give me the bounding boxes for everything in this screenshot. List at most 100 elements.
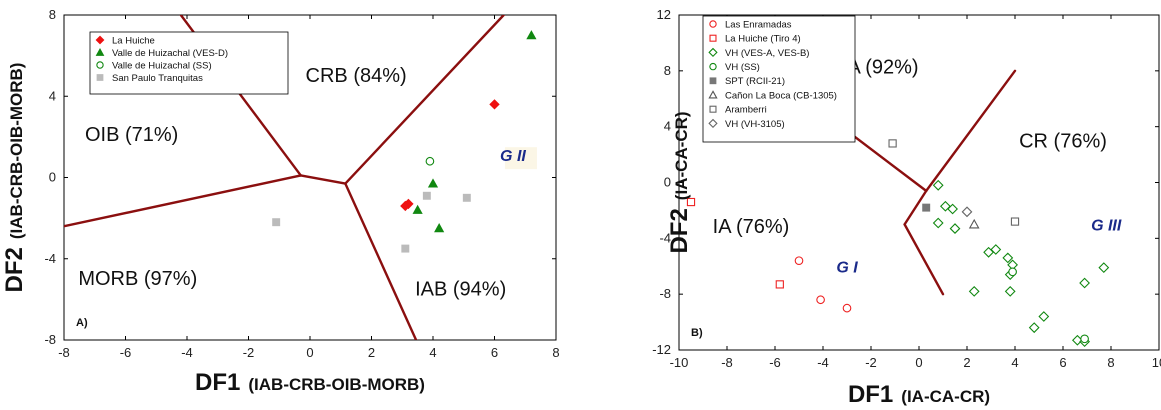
y-axis-label: DF2 (IA-CA-CR) <box>666 111 693 253</box>
x-tick-label: 10 <box>1152 355 1161 370</box>
y-axis-label-main: DF2 <box>666 208 693 253</box>
x-axis-label-sub: (IAB-CRB-OIB-MORB) <box>248 375 425 394</box>
data-point <box>888 139 897 148</box>
data-point <box>434 223 445 233</box>
data-point <box>947 203 958 215</box>
legend-label: Aramberri <box>725 105 767 116</box>
group-label: G I <box>836 259 858 276</box>
data-point <box>949 223 961 234</box>
legend: Las Enramadas La Huiche (Tiro 4) VH (VES-A… <box>702 15 856 143</box>
region-label: MORB (97%) <box>78 268 197 290</box>
series-valle-de-huizachal-ss <box>425 156 435 166</box>
series-ca-on-la-boca-cb-1305 <box>968 218 980 229</box>
region-label: CR (76%) <box>1019 131 1107 153</box>
legend-marker <box>96 74 104 81</box>
boundary-line <box>925 69 1017 193</box>
x-tick-label: -2 <box>243 345 255 360</box>
boundary-line <box>903 223 945 296</box>
y-axis-label-sub: (IAB-CRB-OIB-MORB) <box>7 63 26 240</box>
legend-label: La Huiche (Tiro 4) <box>725 34 801 45</box>
legend-box <box>702 15 856 143</box>
data-point <box>1008 267 1017 277</box>
series-la-huiche <box>400 99 500 212</box>
data-point <box>462 193 471 202</box>
chart-panel-a: -8 -6 -4 -2 0 2 4 6 8 -8 -4 0 4 8 CRB (84%) OIB (71%) MO… <box>1 7 560 396</box>
series-vh-vh-3105 <box>961 206 973 218</box>
x-tick-label: 2 <box>368 345 375 360</box>
data-point <box>401 244 410 253</box>
y-axis-label: DF2 (IAB-CRB-OIB-MORB) <box>1 63 28 293</box>
data-point <box>775 280 784 289</box>
legend-label: VH (VES-A, VES-B) <box>725 48 809 59</box>
legend-marker <box>95 35 105 45</box>
data-point <box>425 156 435 166</box>
y-tick-label: 0 <box>49 170 56 185</box>
boundary-line <box>299 174 347 185</box>
group-label: G III <box>1091 217 1122 234</box>
panel-label: A) <box>76 317 88 329</box>
x-tick-label: 0 <box>915 355 922 370</box>
y-tick-label: 4 <box>664 119 671 134</box>
group-label: G II <box>500 148 526 165</box>
y-tick-label: 4 <box>49 88 56 103</box>
legend-marker <box>96 61 104 69</box>
y-tick-label: -4 <box>44 251 56 266</box>
legend-marker <box>709 34 717 42</box>
data-point <box>816 295 825 305</box>
data-point <box>990 244 1002 255</box>
group-label-background <box>504 147 537 170</box>
data-point <box>400 200 411 212</box>
y-axis-label-sub: (IA-CA-CR) <box>672 111 691 200</box>
legend-label: Valle de Huizachal (VES-D) <box>112 48 228 59</box>
legend-label: VH (VH-3105) <box>725 119 785 130</box>
x-tick-label: -4 <box>817 355 829 370</box>
data-point <box>526 30 537 40</box>
legend-marker <box>709 105 717 113</box>
series-san-paulo-tranquitas <box>272 191 471 253</box>
data-point <box>794 256 804 265</box>
data-point <box>1002 252 1014 264</box>
y-tick-label: 12 <box>657 7 671 22</box>
data-point <box>842 303 852 313</box>
data-point <box>1038 311 1050 322</box>
legend-marker <box>708 118 718 129</box>
region-label: CRB (84%) <box>306 65 407 87</box>
region-label: IA (76%) <box>713 216 790 238</box>
data-point <box>932 179 944 191</box>
data-point <box>489 99 500 110</box>
legend-label: SPT (RCII-21) <box>725 76 785 87</box>
x-tick-label: -6 <box>769 355 781 370</box>
legend-marker <box>709 62 717 71</box>
legend-marker <box>709 77 717 85</box>
data-point <box>272 218 281 227</box>
series-aramberri <box>888 139 1020 226</box>
data-point <box>1080 334 1089 344</box>
boundary-line <box>344 182 418 340</box>
legend-label: VH (SS) <box>725 62 760 73</box>
boundary-line <box>64 174 302 228</box>
x-axis-label: DF1 (IA-CA-CR) <box>848 381 990 408</box>
region-label: IAB (94%) <box>415 278 506 300</box>
x-axis-label-main: DF1 <box>848 381 893 408</box>
series-vh-ss <box>1008 267 1089 344</box>
x-axis-label: DF1 (IAB-CRB-OIB-MORB) <box>195 369 425 396</box>
data-point <box>968 285 980 297</box>
legend: La Huiche Valle de Huizachal (VES-D)Valle… <box>89 31 289 95</box>
legend-label: Cañon La Boca (CB-1305) <box>725 90 837 101</box>
boundary-line <box>344 15 505 185</box>
y-tick-label: -8 <box>44 332 56 347</box>
legend-marker <box>95 48 105 56</box>
data-point <box>1028 322 1040 334</box>
legend-label: Valle de Huizachal (SS) <box>112 60 212 71</box>
x-tick-label: 6 <box>1059 355 1066 370</box>
series-la-huiche-tiro-4 <box>686 197 784 289</box>
y-tick-label: -12 <box>652 342 671 357</box>
data-point <box>961 206 973 218</box>
data-point <box>1079 277 1090 289</box>
series-valle-de-huizachal-ves-d <box>412 30 537 233</box>
data-point <box>1098 262 1110 274</box>
boundary-line <box>903 189 928 226</box>
x-tick-label: 0 <box>306 345 313 360</box>
panel-label: B) <box>691 327 703 339</box>
